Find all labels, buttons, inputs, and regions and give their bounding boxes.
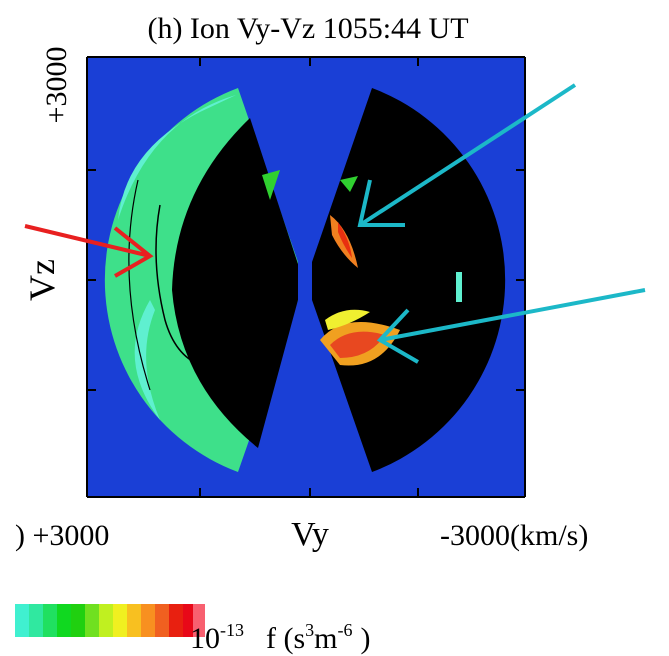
x-tick-label: ) +3000: [15, 519, 109, 552]
patch: [340, 176, 358, 192]
empty-region: [172, 118, 298, 448]
label-part: m: [314, 622, 337, 655]
label-part: ): [361, 622, 371, 655]
contour: [128, 179, 151, 391]
x-axis-label: Vy: [291, 516, 329, 553]
annotation-arrow: [24, 224, 154, 278]
peak: [325, 309, 370, 330]
label-part: -6: [338, 620, 353, 640]
y-axis-label: Vz: [22, 259, 62, 301]
peak: [338, 222, 352, 258]
distribution-sector: [312, 88, 506, 472]
y-tick-label: +3000: [40, 47, 73, 124]
peak: [330, 331, 385, 358]
label-part: 3: [305, 620, 314, 640]
axis-ticks: [86, 56, 526, 498]
x-tick-label: -3000(km/s): [440, 519, 588, 552]
title: (h) Ion Vy-Vz 1055:44 UT: [147, 12, 468, 45]
patch: [134, 300, 160, 420]
label-part: 10: [190, 622, 220, 655]
contour: [155, 204, 201, 366]
annotation-arrow: [357, 83, 577, 227]
patch: [456, 272, 462, 302]
annotation-arrow: [376, 288, 646, 364]
colorbar: [15, 604, 205, 637]
label-part: f (s: [266, 622, 305, 655]
colorbar-label: 10-13 f (s3m-6): [190, 620, 371, 655]
patch: [262, 170, 280, 200]
label-part: -13: [220, 620, 244, 640]
